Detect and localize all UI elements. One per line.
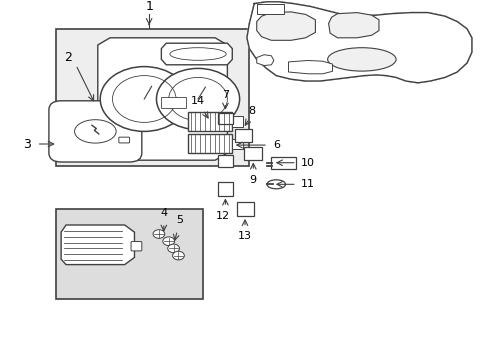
Bar xyxy=(232,139,243,149)
Polygon shape xyxy=(161,43,232,65)
Text: 1: 1 xyxy=(145,0,153,13)
FancyBboxPatch shape xyxy=(131,242,142,251)
Text: 13: 13 xyxy=(238,231,251,241)
FancyBboxPatch shape xyxy=(49,101,142,162)
Bar xyxy=(217,182,233,196)
Ellipse shape xyxy=(266,180,285,189)
Circle shape xyxy=(100,67,188,131)
Text: 7: 7 xyxy=(222,90,228,100)
Bar xyxy=(244,147,261,160)
Bar xyxy=(56,29,249,166)
Bar xyxy=(188,112,232,131)
Text: 2: 2 xyxy=(64,51,72,64)
Text: 9: 9 xyxy=(249,175,256,185)
Circle shape xyxy=(156,68,239,130)
Bar xyxy=(236,202,253,216)
Text: 6: 6 xyxy=(272,140,279,150)
Polygon shape xyxy=(61,225,134,265)
Circle shape xyxy=(167,244,179,253)
Polygon shape xyxy=(246,2,471,83)
Text: 10: 10 xyxy=(300,158,314,168)
Circle shape xyxy=(172,251,184,260)
Text: 11: 11 xyxy=(300,179,314,189)
Bar xyxy=(271,157,295,169)
FancyBboxPatch shape xyxy=(161,97,185,108)
Polygon shape xyxy=(98,38,227,160)
Text: 4: 4 xyxy=(160,208,167,218)
Text: 5: 5 xyxy=(176,215,183,225)
Bar xyxy=(217,155,233,167)
FancyBboxPatch shape xyxy=(119,137,129,143)
FancyBboxPatch shape xyxy=(256,4,283,14)
Circle shape xyxy=(153,230,164,238)
Bar xyxy=(188,134,232,153)
Text: 8: 8 xyxy=(248,106,255,116)
Polygon shape xyxy=(288,60,332,74)
Bar xyxy=(232,116,243,127)
Bar xyxy=(56,209,203,299)
Circle shape xyxy=(163,237,174,246)
Polygon shape xyxy=(328,13,378,38)
Text: 3: 3 xyxy=(23,138,31,150)
Bar xyxy=(217,113,233,124)
Text: 14: 14 xyxy=(191,96,204,106)
Ellipse shape xyxy=(327,48,395,71)
Text: 12: 12 xyxy=(215,211,229,221)
Polygon shape xyxy=(256,55,273,66)
Polygon shape xyxy=(256,12,315,40)
Bar xyxy=(234,129,251,142)
